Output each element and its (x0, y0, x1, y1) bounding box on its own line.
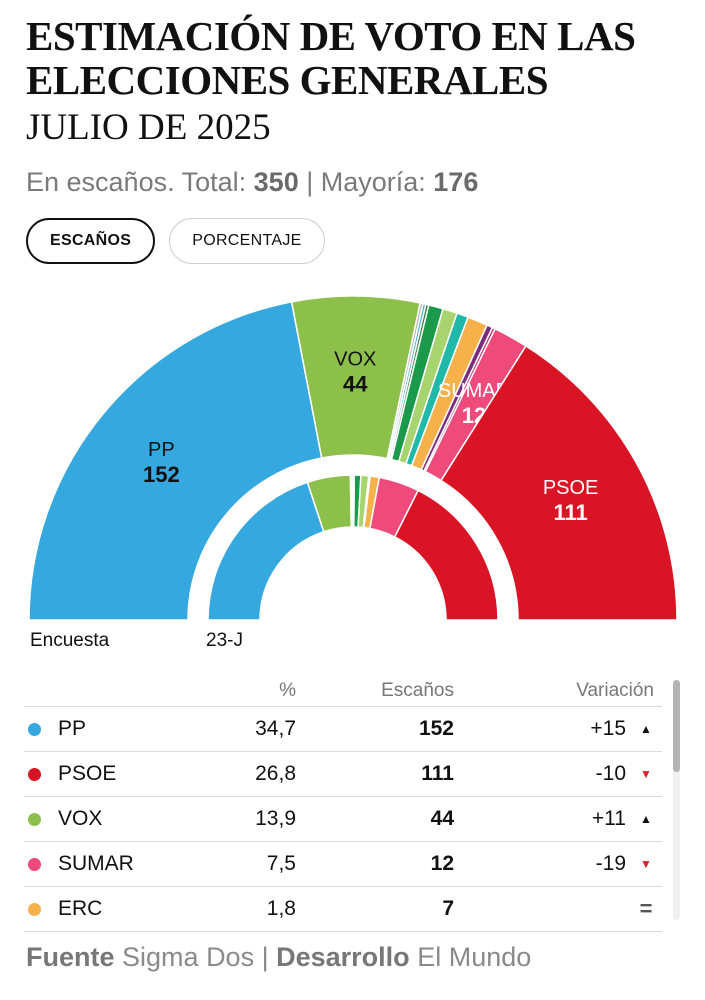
segment-label-seats-pp: 152 (143, 462, 180, 487)
dev-label: Desarrollo (276, 942, 410, 972)
footer-credits: Fuente Sigma Dos | Desarrollo El Mundo (26, 942, 531, 973)
party-name: SUMAR (58, 852, 134, 875)
23j-segment-psoe (393, 489, 499, 621)
page-title: ESTIMACIÓN DE VOTO EN LAS ELECCIONES GEN… (26, 13, 636, 103)
variation-cell: -19 ▼ (454, 852, 654, 876)
seats-cell: 44 (430, 807, 454, 830)
tab-escanos[interactable]: ESCAÑOS (26, 218, 156, 264)
variation-cell: +15 ▲ (454, 717, 654, 741)
table-row[interactable]: VOX 13,9 44 +11 ▲ (24, 797, 662, 842)
table-row[interactable]: SUMAR 7,5 12 -19 ▼ (24, 842, 662, 887)
segment-label-party-psoe: PSOE (543, 477, 599, 499)
party-color-dot (28, 902, 41, 916)
segment-label-seats-psoe: 111 (553, 500, 587, 525)
header-seats: Escaños (381, 680, 454, 701)
pct-cell: 7,5 (266, 852, 296, 875)
variation-cell: = (454, 896, 654, 922)
view-tabs: ESCAÑOS PORCENTAJE (26, 218, 325, 264)
table-row[interactable]: PP 34,7 152 +15 ▲ (24, 707, 662, 752)
encuesta-segment-psoe (440, 344, 678, 621)
party-color-dot (28, 722, 41, 736)
party-name: PSOE (58, 762, 117, 785)
segment-label-party-pp: PP (148, 439, 175, 461)
party-color-dot (28, 767, 41, 781)
variation-value: +11 (591, 807, 626, 830)
arrow-up-icon: ▲ (640, 722, 652, 736)
pct-cell: 26,8 (255, 762, 296, 785)
total-seats: 350 (253, 167, 299, 197)
segment-label-seats-vox: 44 (343, 372, 368, 397)
party-cell: ERC (24, 897, 214, 921)
page-date: JULIO DE 2025 (26, 107, 271, 148)
arrow-up-icon: ▲ (640, 812, 652, 826)
page-subtitle: En escaños. Total: 350 | Mayoría: 176 (26, 164, 478, 200)
results-table: % Escaños Variación PP 34,7 152 +15 ▲ PSOE 26,… (24, 676, 662, 932)
variation-value: -19 (595, 852, 626, 875)
encuesta-segment-pp (28, 300, 323, 621)
party-name: ERC (58, 897, 103, 920)
subtitle-prefix: En escaños. Total: (26, 167, 254, 197)
pct-cell: 34,7 (255, 717, 296, 740)
dev-name: El Mundo (417, 942, 532, 972)
table-body: PP 34,7 152 +15 ▲ PSOE 26,8 111 -10 ▼ VOX 13,9 44 +11… (24, 707, 662, 932)
table-scrollbar[interactable] (673, 680, 680, 920)
pct-cell: 1,8 (266, 897, 296, 920)
seats-cell: 12 (430, 852, 454, 875)
ring-label-encuesta: Encuesta (30, 630, 110, 651)
header-variation: Variación (576, 680, 654, 701)
segment-label-party-vox: VOX (334, 349, 376, 371)
party-cell: VOX (24, 807, 214, 831)
arrow-down-icon: ▼ (640, 767, 652, 781)
variation-cell: -10 ▼ (454, 762, 654, 786)
party-name: VOX (58, 807, 103, 830)
ring-label-23j: 23-J (206, 630, 243, 651)
seats-cell: 111 (421, 762, 454, 785)
party-cell: SUMAR (24, 852, 214, 876)
variation-value: +15 (590, 717, 626, 740)
source-name: Sigma Dos (122, 942, 255, 972)
tab-porcentaje[interactable]: PORCENTAJE (169, 218, 325, 264)
seats-cell: 152 (418, 717, 454, 740)
seats-cell: 7 (442, 897, 454, 920)
source-label: Fuente (26, 942, 115, 972)
party-color-dot (28, 812, 41, 826)
table-row[interactable]: ERC 1,8 7 = (24, 887, 662, 932)
party-cell: PSOE (24, 762, 214, 786)
pct-cell: 13,9 (255, 807, 296, 830)
scrollbar-thumb[interactable] (673, 680, 680, 772)
table-row[interactable]: PSOE 26,8 111 -10 ▼ (24, 752, 662, 797)
variation-cell: +11 ▲ (454, 807, 654, 831)
party-name: PP (58, 717, 87, 740)
footer-separator: | (254, 942, 277, 972)
variation-value: -10 (595, 762, 626, 785)
equal-icon: = (639, 896, 653, 921)
subtitle-separator: | Mayoría: (298, 167, 434, 197)
segment-label-party-sumar: SUMAR (438, 380, 510, 402)
arrow-down-icon: ▼ (640, 857, 652, 871)
majority-seats: 176 (433, 167, 479, 197)
party-color-dot (28, 857, 41, 871)
party-cell: PP (24, 717, 214, 741)
table-header: % Escaños Variación (24, 676, 662, 707)
header-pct: % (279, 680, 296, 701)
